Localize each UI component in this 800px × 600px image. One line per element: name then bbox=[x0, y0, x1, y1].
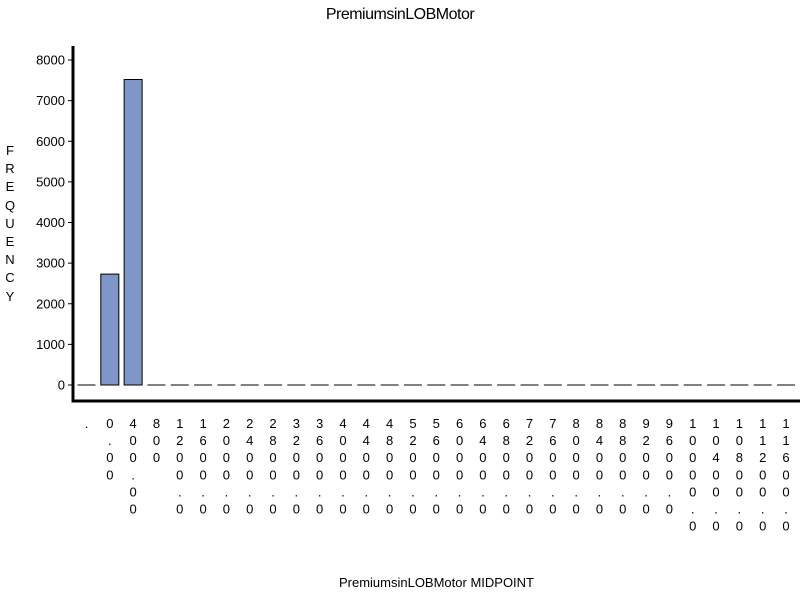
y-tick-label: 6000 bbox=[36, 134, 65, 149]
x-axis-label: PremiumsinLOBMotor MIDPOINT bbox=[338, 575, 535, 590]
y-tick-label: 3000 bbox=[36, 256, 65, 271]
y-axis-label-letter: E bbox=[5, 234, 15, 250]
y-tick-label: 8000 bbox=[36, 53, 65, 68]
y-axis-label-letter: Y bbox=[5, 288, 15, 304]
bar bbox=[123, 79, 143, 386]
y-tick-label: 0 bbox=[58, 378, 65, 393]
y-axis-label-letter: C bbox=[5, 270, 15, 286]
y-tick-label: 1000 bbox=[36, 337, 65, 352]
y-axis-label-letter: Q bbox=[4, 197, 16, 213]
bar bbox=[100, 273, 120, 386]
chart-title: PremiumsinLOBMotor bbox=[325, 6, 475, 23]
y-axis-label-letter: R bbox=[5, 161, 15, 177]
y-tick-label: 2000 bbox=[36, 296, 65, 311]
y-axis-label-letter: E bbox=[5, 179, 15, 195]
y-tick-label: 4000 bbox=[36, 215, 65, 230]
y-axis-label-letter: F bbox=[6, 143, 14, 158]
y-axis-label-letter: N bbox=[5, 252, 15, 268]
x-tick-label: . bbox=[85, 416, 89, 431]
y-tick-label: 7000 bbox=[36, 93, 65, 108]
y-axis-label-letter: U bbox=[5, 215, 15, 231]
y-tick-label: 5000 bbox=[36, 174, 65, 189]
